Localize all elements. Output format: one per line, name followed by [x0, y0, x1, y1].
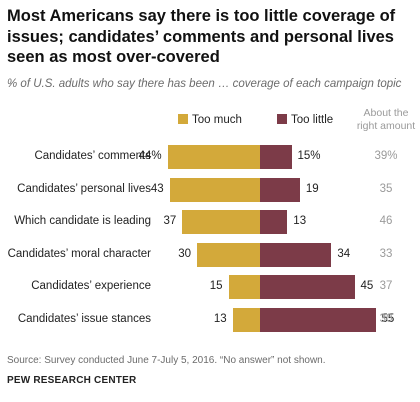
bar-too-much [169, 177, 260, 202]
bar-too-little [260, 275, 355, 299]
value-label-too-little: 19 [305, 182, 319, 195]
category-label: Candidates’ experience [31, 280, 151, 292]
legend-label-too-much: Too much [192, 114, 242, 126]
source-note: Source: Survey conducted June 7-July 5, … [7, 355, 326, 366]
bar-too-much [167, 145, 260, 169]
legend-swatch-too-little [277, 114, 287, 124]
value-label-about-right: 37 [379, 280, 393, 292]
value-label-too-little: 55 [381, 312, 395, 325]
value-label-too-much: 43 [150, 182, 164, 195]
value-label-about-right: 46 [379, 215, 393, 227]
category-label: Which candidate is leading [14, 215, 151, 227]
legend-label-too-little: Too little [291, 114, 334, 126]
chart-title: Most Americans say there is too little c… [7, 7, 396, 66]
bar-too-little [260, 242, 332, 267]
value-label-about-right: 39% [374, 150, 398, 162]
legend-too-little: Too little [277, 114, 333, 126]
bar-too-much [197, 242, 260, 267]
bar-too-little [260, 307, 376, 332]
bar-too-much [182, 210, 260, 234]
category-label: Candidates’ moral character [7, 247, 151, 260]
legend-swatch-too-much [178, 114, 188, 124]
value-label-too-little: 15% [297, 150, 321, 162]
about-right-header: About the right amount [356, 107, 416, 132]
bar-too-little [260, 177, 300, 202]
bar-too-little [260, 145, 292, 169]
value-label-about-right: 35 [379, 182, 393, 195]
category-label: Candidates’ personal lives [17, 182, 151, 195]
value-label-about-right: 33 [379, 247, 393, 260]
bar-too-much [232, 307, 260, 332]
category-label: Candidates’ issue stances [17, 312, 151, 325]
bar-too-little [260, 210, 288, 234]
value-label-too-much: 13 [213, 312, 227, 325]
legend-too-much: Too much [178, 114, 242, 126]
value-label-too-much: 15 [209, 280, 223, 292]
value-label-too-little: 13 [293, 215, 307, 227]
value-label-too-much: 44% [138, 150, 162, 162]
value-label-about-right: 30 [379, 312, 393, 325]
bar-too-much [228, 275, 260, 299]
value-label-too-much: 37 [163, 215, 177, 227]
organization-credit: PEW RESEARCH CENTER [7, 375, 137, 386]
value-label-too-little: 45 [360, 280, 374, 292]
value-label-too-little: 34 [337, 247, 351, 260]
value-label-too-much: 30 [178, 247, 191, 260]
chart-subtitle: % of U.S. adults who say there has been … [7, 78, 402, 90]
category-label: Candidates’ comments [34, 150, 151, 162]
